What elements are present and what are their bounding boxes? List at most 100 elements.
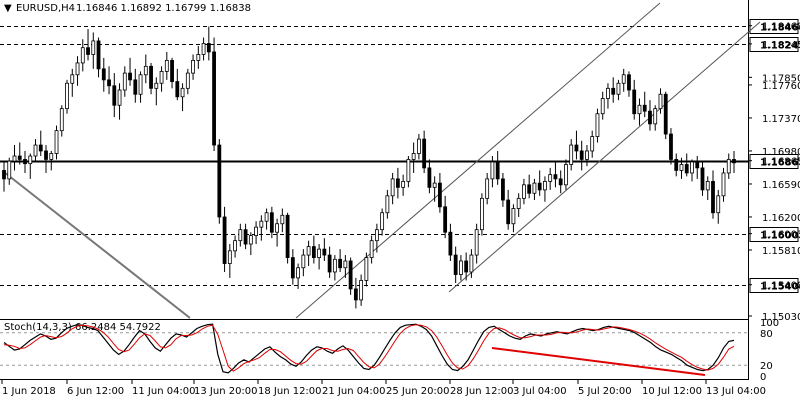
price-axis-label: 1.16865 <box>762 157 800 168</box>
candle <box>80 39 85 72</box>
price-axis-label: 1.16590 <box>762 180 800 191</box>
candle <box>574 130 579 160</box>
candle <box>464 252 469 281</box>
candle-body <box>726 159 731 174</box>
candle <box>653 105 658 131</box>
candle-body <box>506 199 511 225</box>
candle-body <box>122 72 127 91</box>
time-axis-label: 28 Jun 12:00 <box>450 386 514 397</box>
candle <box>690 159 694 182</box>
candle-body <box>480 197 484 231</box>
candle-body <box>65 82 69 110</box>
candle <box>459 255 463 281</box>
candle <box>721 167 726 202</box>
candle <box>569 139 574 171</box>
candle <box>322 238 327 261</box>
candle <box>511 204 516 233</box>
candle <box>359 274 364 306</box>
candle <box>332 255 337 281</box>
candle-body <box>690 161 694 174</box>
candle <box>527 174 532 199</box>
candle <box>437 172 442 213</box>
candle <box>579 140 584 171</box>
candle <box>474 223 479 264</box>
price-axis-label: 1.17850 <box>762 73 800 84</box>
stoch-label: Stoch(14,3,3) 66.2484 54.7922 <box>4 322 161 333</box>
candle-body <box>196 54 201 61</box>
candle <box>185 68 190 95</box>
descending-trendline <box>3 171 191 319</box>
candle-body <box>585 150 589 160</box>
time-axis-label: 13 Jul 04:00 <box>706 386 766 397</box>
candle-body <box>117 89 122 106</box>
candle <box>206 26 211 61</box>
candle-body <box>280 214 285 225</box>
candle <box>564 159 568 190</box>
candle <box>348 257 353 295</box>
candle-body <box>348 260 353 290</box>
level-label: 1.15400 <box>760 282 800 293</box>
candle <box>227 244 232 278</box>
candle <box>212 37 216 151</box>
candle-body <box>579 150 584 160</box>
candle-body <box>133 79 138 95</box>
candle-body <box>233 240 237 252</box>
candle-body <box>679 164 684 171</box>
candle-body <box>700 167 705 191</box>
candle <box>201 37 206 61</box>
candle <box>501 172 505 207</box>
candle-body <box>616 82 621 95</box>
candle <box>138 71 143 103</box>
candle-body <box>275 223 279 233</box>
candle <box>86 29 90 61</box>
candle <box>700 161 705 196</box>
candle <box>107 66 111 95</box>
candle <box>385 189 390 219</box>
candle <box>432 176 437 202</box>
candle <box>12 145 17 171</box>
candle-body <box>254 226 258 236</box>
candle-body <box>80 47 85 64</box>
candle-body <box>364 257 369 281</box>
candle <box>196 46 201 69</box>
candle-body <box>301 254 306 269</box>
price-axis-label: 1.18245 <box>762 40 800 51</box>
candle <box>96 37 101 78</box>
candle-body <box>285 214 290 259</box>
price-channel <box>3 2 761 319</box>
candle-body <box>290 257 295 279</box>
candle <box>301 249 306 277</box>
candle-body <box>511 208 516 225</box>
candle-body <box>343 260 348 269</box>
candle <box>674 153 679 177</box>
candle-body <box>385 195 390 214</box>
candle <box>75 56 80 86</box>
candle <box>611 77 616 103</box>
candle-body <box>637 104 642 115</box>
candle-body <box>322 248 327 256</box>
candle <box>422 130 427 173</box>
candle <box>191 54 195 80</box>
candle-body <box>185 72 190 89</box>
candle-body <box>75 62 80 76</box>
candle-body <box>243 229 248 245</box>
candle-body <box>359 280 364 301</box>
candle <box>7 157 12 185</box>
candle <box>364 252 369 287</box>
candle <box>65 79 69 114</box>
candle <box>317 244 322 270</box>
candle <box>448 223 453 261</box>
candle-body <box>269 212 274 233</box>
candle-body <box>159 71 164 84</box>
candle <box>658 88 663 114</box>
candle-body <box>112 85 117 106</box>
time-axis-label: 13 Jun 20:00 <box>194 386 258 397</box>
candle-body <box>390 178 395 197</box>
candle-body <box>49 153 54 160</box>
candle <box>711 170 715 219</box>
candle <box>290 249 295 285</box>
candle <box>469 249 474 278</box>
candle-body <box>164 59 169 72</box>
candle <box>543 176 547 202</box>
channel-lower-line <box>448 21 761 293</box>
